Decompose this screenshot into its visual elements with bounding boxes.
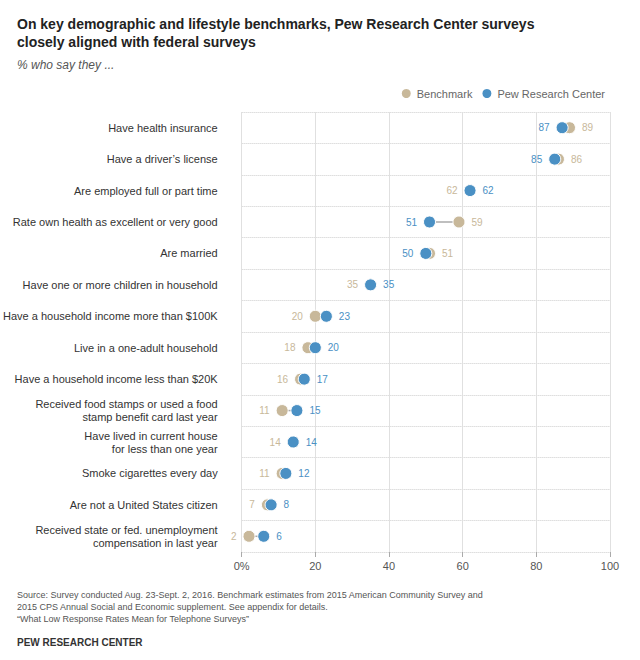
svg-text:Have a household income less t: Have a household income less than $20K	[15, 373, 219, 385]
svg-text:40: 40	[383, 560, 395, 572]
svg-text:Source: Survey conducted Aug.: Source: Survey conducted Aug. 23-Sept. 2…	[17, 590, 483, 600]
svg-text:Received state or fed. unemplo: Received state or fed. unemployment	[35, 524, 217, 536]
svg-text:62: 62	[446, 185, 458, 196]
svg-text:51: 51	[442, 248, 454, 259]
svg-text:Pew Research Center: Pew Research Center	[497, 88, 605, 100]
svg-text:62: 62	[483, 185, 495, 196]
svg-text:Are married: Are married	[160, 247, 217, 259]
svg-text:“What Low Response Rates Mean: “What Low Response Rates Mean for Teleph…	[17, 614, 249, 624]
svg-text:20: 20	[292, 311, 304, 322]
svg-text:On key demographic and lifesty: On key demographic and lifestyle benchma…	[17, 16, 535, 32]
svg-text:59: 59	[471, 217, 483, 228]
svg-text:6: 6	[276, 531, 282, 542]
svg-text:8: 8	[284, 499, 290, 510]
svg-text:60: 60	[457, 560, 469, 572]
svg-text:Have health insurance: Have health insurance	[108, 122, 217, 134]
svg-text:Rate own health as excellent o: Rate own health as excellent or very goo…	[13, 216, 218, 228]
svg-text:Smoke cigarettes every day: Smoke cigarettes every day	[82, 467, 218, 479]
svg-text:20: 20	[309, 560, 321, 572]
svg-text:12: 12	[298, 468, 310, 479]
svg-text:2015 CPS Annual Social and Eco: 2015 CPS Annual Social and Economic supp…	[17, 602, 328, 612]
svg-text:100: 100	[601, 560, 619, 572]
svg-text:86: 86	[571, 154, 583, 165]
svg-text:85: 85	[531, 154, 543, 165]
svg-text:Received food stamps or used a: Received food stamps or used a food	[35, 398, 217, 410]
svg-text:Have lived in current house: Have lived in current house	[84, 430, 217, 442]
svg-text:80: 80	[530, 560, 542, 572]
svg-text:11: 11	[259, 468, 270, 479]
svg-text:17: 17	[317, 374, 329, 385]
svg-text:14: 14	[306, 437, 318, 448]
svg-text:50: 50	[402, 248, 414, 259]
svg-text:11: 11	[259, 405, 270, 416]
svg-text:23: 23	[339, 311, 351, 322]
svg-text:7: 7	[249, 499, 255, 510]
svg-text:87: 87	[538, 122, 550, 133]
svg-text:16: 16	[277, 374, 289, 385]
svg-text:51: 51	[406, 217, 418, 228]
svg-text:20: 20	[328, 342, 340, 353]
svg-text:Have one or more children in h: Have one or more children in household	[23, 279, 218, 291]
svg-text:35: 35	[347, 279, 359, 290]
svg-text:2: 2	[231, 531, 237, 542]
svg-text:Benchmark: Benchmark	[417, 88, 473, 100]
svg-text:% who say they ...: % who say they ...	[17, 58, 114, 72]
svg-text:Have a driver’s license: Have a driver’s license	[107, 153, 218, 165]
svg-text:PEW RESEARCH CENTER: PEW RESEARCH CENTER	[17, 637, 143, 648]
svg-text:Live in a one-adult household: Live in a one-adult household	[74, 342, 218, 354]
svg-text:Have a household income more t: Have a household income more than $100K	[3, 310, 218, 322]
svg-text:35: 35	[383, 279, 395, 290]
svg-text:stamp benefit card last year: stamp benefit card last year	[83, 411, 218, 423]
svg-text:89: 89	[582, 122, 594, 133]
svg-text:14: 14	[270, 437, 282, 448]
svg-text:closely aligned with federal s: closely aligned with federal surveys	[17, 34, 256, 50]
svg-text:for less than one year: for less than one year	[112, 443, 218, 455]
svg-text:15: 15	[309, 405, 321, 416]
svg-text:compensation in last year: compensation in last year	[93, 537, 218, 549]
svg-text:0%: 0%	[234, 560, 250, 572]
svg-text:Are employed full or part time: Are employed full or part time	[74, 185, 218, 197]
svg-text:Are not a United States citize: Are not a United States citizen	[70, 499, 218, 511]
svg-text:18: 18	[284, 342, 296, 353]
